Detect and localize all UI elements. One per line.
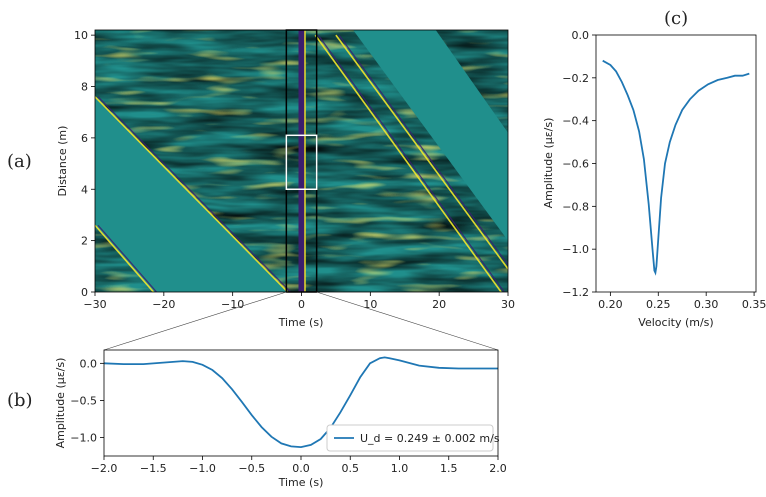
time-trace-ytick-label: 0.0 bbox=[80, 357, 98, 370]
heatmap-ytick-label: 8 bbox=[81, 81, 88, 94]
heatmap-ylabel: Distance (m) bbox=[56, 126, 69, 197]
diagonal-streak-shadow bbox=[317, 34, 505, 292]
time-trace-panel: −2.0 −1.5 −1.0 −0.5 0.0 0.5 1.0 1.5 2.0 0.0 −0.5 −1… bbox=[54, 349, 507, 489]
velocity-ytick-label: −1.2 bbox=[562, 286, 589, 299]
heatmap-ytick-label: 0 bbox=[81, 286, 88, 299]
velocity-xtick-label: 0.30 bbox=[694, 298, 719, 311]
time-trace-xtick-label: 0.5 bbox=[342, 462, 360, 475]
diagonal-streak-shadow bbox=[97, 96, 292, 292]
heatmap-xtick-label: −20 bbox=[152, 298, 175, 311]
diagonal-streak-shadow bbox=[97, 224, 157, 292]
heatmap-xtick-label: 30 bbox=[501, 298, 515, 311]
heatmap-xtick-label: −30 bbox=[83, 298, 106, 311]
diagonal-streak-shadow bbox=[338, 34, 508, 266]
diagonal-streak bbox=[95, 96, 289, 292]
panel-label-a: (a) bbox=[7, 151, 32, 172]
velocity-xlabel: Velocity (m/s) bbox=[638, 316, 713, 329]
velocity-xtick-label: 0.25 bbox=[646, 298, 671, 311]
time-trace-ytick-label: −0.5 bbox=[70, 394, 97, 407]
panel-label-b: (b) bbox=[7, 390, 33, 411]
time-trace-xtick-label: −2.0 bbox=[91, 462, 118, 475]
diagonal-streak bbox=[314, 34, 502, 292]
time-trace-ylabel: Amplitude (με/s) bbox=[54, 358, 67, 449]
velocity-xtick-label: 0.20 bbox=[598, 298, 623, 311]
velocity-line bbox=[602, 59, 750, 276]
time-trace-line bbox=[103, 356, 498, 449]
time-trace-xtick-label: 1.5 bbox=[440, 462, 458, 475]
time-trace-xtick-label: −1.0 bbox=[189, 462, 216, 475]
legend: U_d = 0.249 ± 0.002 m/s bbox=[326, 424, 500, 452]
heatmap-xtick-label: −10 bbox=[221, 298, 244, 311]
velocity-ytick-label: −0.2 bbox=[562, 72, 589, 85]
velocity-ytick-label: −0.8 bbox=[562, 200, 589, 213]
zoom-box-white bbox=[285, 134, 318, 191]
velocity-ytick-label: −0.4 bbox=[562, 115, 589, 128]
time-trace-xtick-label: 0.0 bbox=[292, 462, 310, 475]
time-trace-xtick-label: −1.5 bbox=[140, 462, 167, 475]
heatmap-ytick-label: 4 bbox=[81, 183, 88, 196]
diagonal-streak bbox=[95, 224, 155, 292]
time-trace-xtick-label: 1.0 bbox=[391, 462, 409, 475]
heatmap-xtick-label: 0 bbox=[298, 298, 305, 311]
heatmap-xlabel: Time (s) bbox=[278, 316, 324, 329]
zoom-connector-left bbox=[103, 291, 287, 351]
velocity-ytick-label: −0.6 bbox=[562, 158, 589, 171]
zoom-connector-right bbox=[316, 291, 499, 351]
velocity-xtick-label: 0.35 bbox=[742, 298, 766, 311]
heatmap-xtick-label: 20 bbox=[432, 298, 446, 311]
heatmap-ytick-label: 2 bbox=[81, 235, 88, 248]
masked-region bbox=[353, 30, 508, 241]
time-trace-ytick-label: −1.0 bbox=[70, 431, 97, 444]
velocity-panel: 0.20 0.25 0.30 0.35 0.0 −0.2 −0.4 −0.6 −0.8 −1.0 −… bbox=[542, 29, 766, 329]
time-trace-xtick-label: −0.5 bbox=[238, 462, 265, 475]
center-dark-band bbox=[298, 30, 305, 292]
heatmap-ytick-label: 6 bbox=[81, 132, 88, 145]
legend-box bbox=[326, 424, 494, 452]
legend-label: U_d = 0.249 ± 0.002 m/s bbox=[360, 432, 500, 445]
heatmap-ytick-label: 10 bbox=[74, 29, 88, 42]
diagonal-streak bbox=[335, 34, 508, 270]
velocity-ytick-label: 0.0 bbox=[572, 29, 590, 42]
time-trace-xlabel: Time (s) bbox=[278, 476, 324, 489]
time-trace-xtick-label: 2.0 bbox=[489, 462, 507, 475]
time-trace-frame bbox=[103, 349, 499, 457]
velocity-frame bbox=[595, 34, 757, 293]
panel-label-c: (c) bbox=[664, 8, 688, 29]
velocity-ytick-label: −1.0 bbox=[562, 243, 589, 256]
velocity-ylabel: Amplitude (με/s) bbox=[542, 118, 555, 209]
